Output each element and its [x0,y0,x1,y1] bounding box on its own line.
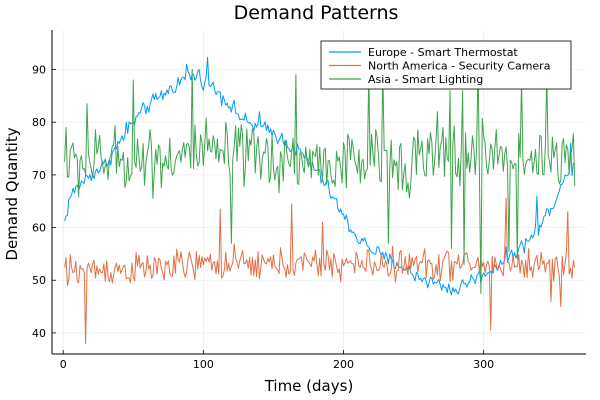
legend-entry: Europe - Smart Thermostat [368,46,518,59]
legend-entry: Asia - Smart Lighting [368,73,483,86]
legend-entry: North America - Security Camera [368,60,550,73]
x-tick-label: 0 [60,358,67,371]
x-tick-label: 200 [333,358,354,371]
y-tick-label: 40 [32,327,46,340]
legend-box [320,40,572,90]
y-tick-label: 50 [32,274,46,287]
y-tick-label: 90 [32,64,46,77]
y-tick-label: 70 [32,169,46,182]
x-tick-label: 300 [473,358,494,371]
x-tick-label: 100 [193,358,214,371]
series-lines [64,56,576,344]
y-tick-label: 80 [32,116,46,129]
chart-title: Demand Patterns [234,2,399,24]
y-axis-label: Demand Quantity [3,127,21,260]
x-axis-label: Time (days) [264,377,354,395]
series-line-3 [64,63,576,294]
series-line-2 [64,198,576,344]
axes: 0 100 200 300 40 50 60 70 80 90 [32,30,586,371]
y-tick-label: 60 [32,222,46,235]
